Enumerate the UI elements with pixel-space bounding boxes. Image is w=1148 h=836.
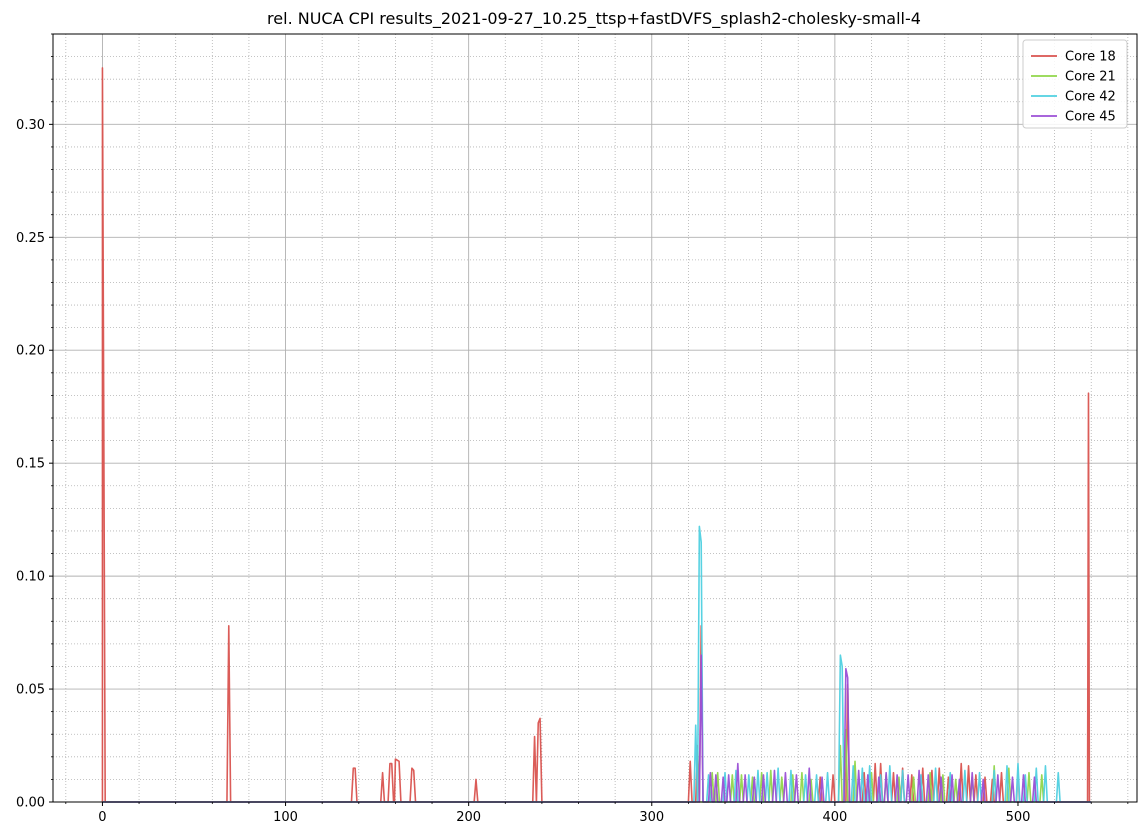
axes: 0 100 200 300 400 500 0.00 0.05 0.10 0.15 0.20 0.25… xyxy=(16,33,1129,825)
legend-label: Core 18 xyxy=(1065,50,1116,65)
y-tick-label: 0.25 xyxy=(16,231,45,246)
x-tick-label: 100 xyxy=(273,810,298,825)
y-tick-label: 0.10 xyxy=(16,570,45,585)
legend-label: Core 42 xyxy=(1065,90,1116,105)
x-tick-label: 500 xyxy=(1006,810,1031,825)
y-tick-label: 0.20 xyxy=(16,344,45,359)
y-tick-label: 0.00 xyxy=(16,796,45,811)
chart-title: rel. NUCA CPI results_2021-09-27_10.25_t… xyxy=(267,9,921,29)
x-tick-label: 0 xyxy=(98,810,106,825)
x-tick-label: 200 xyxy=(456,810,481,825)
legend-box xyxy=(1022,39,1128,129)
y-tick-label: 0.30 xyxy=(16,118,45,133)
x-tick-label: 400 xyxy=(822,810,847,825)
y-tick-label: 0.05 xyxy=(16,683,45,698)
legend: Core 18 Core 21 Core 42 Core 45 xyxy=(1022,39,1128,129)
y-tick-label: 0.15 xyxy=(16,457,45,472)
grid xyxy=(53,33,1137,803)
legend-label: Core 21 xyxy=(1065,70,1116,85)
x-tick-label: 300 xyxy=(639,810,664,825)
legend-label: Core 45 xyxy=(1065,110,1116,125)
